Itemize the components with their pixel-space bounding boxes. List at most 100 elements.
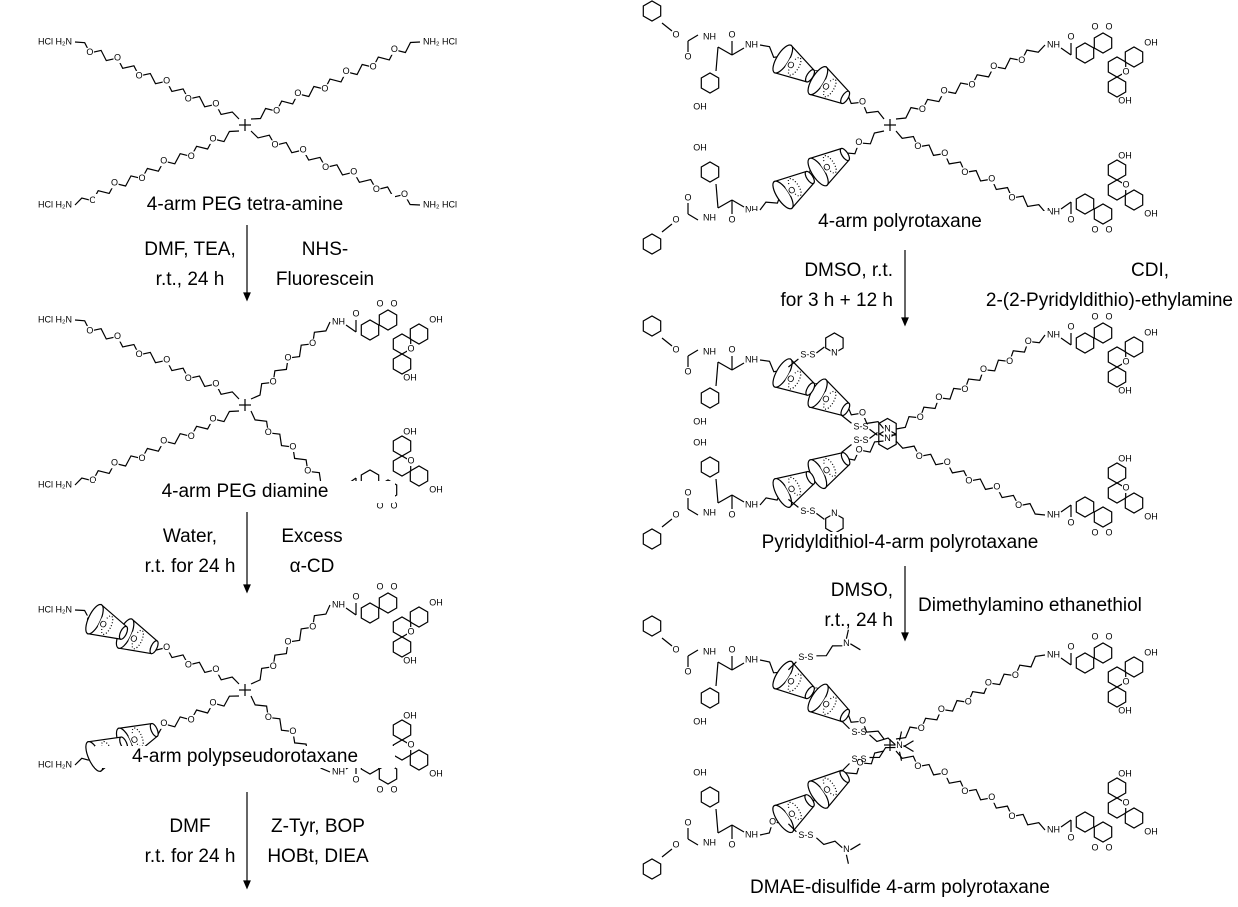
bond: [662, 849, 672, 857]
atom-label: O: [919, 104, 926, 114]
atom-label: NH: [703, 31, 716, 41]
bond: [346, 608, 356, 615]
ring: [643, 1, 660, 21]
bond: [732, 200, 744, 207]
bond: [688, 509, 698, 515]
ring: [1076, 194, 1093, 214]
bond: [842, 764, 850, 772]
reagent-text: Dimethylamino ethanethiol: [918, 595, 1142, 616]
atom-label: S-S: [800, 349, 815, 359]
arrow-head: [902, 633, 908, 640]
atom-label: O: [136, 70, 143, 80]
bond: [816, 513, 824, 519]
atom-label: O: [1015, 500, 1022, 510]
atom-label: O: [1067, 517, 1074, 527]
atom-label: O: [728, 839, 735, 849]
atom-label: O: [914, 141, 921, 151]
atom-label: O: [672, 214, 679, 224]
bond: [870, 433, 878, 439]
atom-label: O: [1067, 641, 1074, 651]
atom-label: O: [1025, 336, 1032, 346]
atom-label: O: [160, 435, 167, 445]
atom-label: OH: [1118, 453, 1132, 463]
atom-label: HCl H₂N: [38, 479, 72, 489]
bond: [842, 415, 852, 423]
bond: [870, 429, 878, 435]
atom-label: NH: [745, 829, 758, 839]
atom-label: O: [185, 93, 192, 103]
atom-label: OH: [693, 716, 707, 726]
bond: [904, 746, 914, 752]
atom-label: O: [160, 155, 167, 165]
condition-text: DMF, TEA,: [144, 239, 236, 260]
bond: [1061, 505, 1071, 512]
atom-label: O: [270, 661, 277, 671]
atom-label: O: [728, 509, 735, 519]
atom-label: OH: [403, 372, 417, 382]
atom-label: O: [86, 47, 93, 57]
ring: [410, 607, 427, 627]
ring: [1125, 493, 1142, 513]
bond: [716, 184, 718, 208]
atom-label: O: [163, 642, 170, 652]
condition-text: for 3 h + 12 h: [781, 290, 894, 311]
ring: [701, 787, 718, 807]
atom-label: HCl H₂N: [38, 199, 72, 209]
atom-label: O: [309, 338, 316, 348]
atom-label: O: [289, 441, 296, 451]
atom-label: NH: [1047, 824, 1060, 834]
bond: [1061, 338, 1071, 345]
atom-label: OH: [1118, 95, 1132, 105]
ring: [1094, 822, 1111, 842]
atom-label: N: [843, 638, 850, 648]
ring: [1094, 507, 1111, 527]
ring: [701, 388, 718, 408]
atom-label: O: [944, 457, 951, 467]
atom-label: O: [859, 407, 866, 417]
bond: [850, 644, 860, 650]
atom-label: O: [321, 84, 328, 94]
atom-label: O: [1006, 356, 1013, 366]
atom-label: O: [271, 140, 278, 150]
atom-label: O: [1067, 321, 1074, 331]
atom-label: O: [917, 412, 924, 422]
atom-label: OH: [1144, 37, 1158, 47]
bond: [1061, 48, 1071, 55]
ring: [1125, 337, 1142, 357]
atom-label: O: [285, 636, 292, 646]
ring: [1094, 204, 1111, 224]
atom-label: O: [672, 509, 679, 519]
atom-label: O: [684, 666, 691, 676]
ring: [379, 310, 396, 330]
atom-label: O: [376, 581, 383, 591]
atom-label: O: [407, 455, 414, 465]
atom-label: O: [163, 355, 170, 365]
ring: [1108, 687, 1125, 707]
atom-label: N: [884, 433, 891, 443]
bond: [842, 445, 852, 453]
ring: [1108, 463, 1125, 483]
ring: [701, 73, 718, 93]
atom-label: O: [935, 392, 942, 402]
bond: [850, 844, 860, 850]
atom-label: O: [1067, 31, 1074, 41]
atom-label: O: [1091, 311, 1098, 321]
atom-label: O: [114, 52, 121, 62]
atom-label: O: [390, 298, 397, 308]
atom-label: O: [980, 364, 987, 374]
atom-label: OH: [403, 655, 417, 665]
ring: [410, 466, 427, 486]
structure-label: 4-arm PEG diamine: [162, 481, 329, 502]
ring: [1108, 160, 1125, 180]
atom-label: OH: [429, 768, 443, 778]
atom-label: NH: [1047, 649, 1060, 659]
atom-label: O: [352, 774, 359, 784]
atom-label: O: [1018, 55, 1025, 65]
atom-label: O: [1008, 811, 1015, 821]
ring: [1076, 43, 1093, 63]
atom-label: NH: [1047, 39, 1060, 49]
atom-label: NH: [703, 646, 716, 656]
atom-label: O: [285, 352, 292, 362]
ring: [701, 688, 718, 708]
atom-label: O: [376, 298, 383, 308]
